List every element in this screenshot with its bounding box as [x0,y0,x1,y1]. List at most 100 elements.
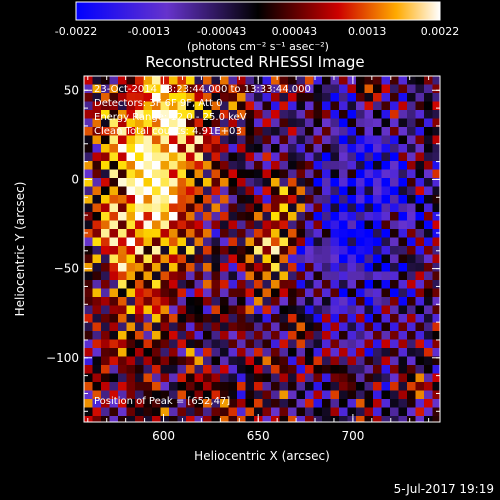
heatmap-cell [186,348,195,357]
heatmap-cell [364,203,374,213]
plot-frame [83,75,441,423]
heatmap-cell [398,365,408,374]
heatmap-cell [288,212,297,221]
heatmap-cell [194,84,204,94]
heatmap-cell [126,186,136,196]
heatmap-cell [118,93,127,102]
heatmap-cell [288,365,297,374]
heatmap-cell [271,195,280,204]
heatmap-cell [322,152,331,162]
heatmap-cell [143,246,153,255]
heatmap-cell [109,118,119,128]
heatmap-cell [135,339,144,349]
heatmap-cell [322,271,331,281]
heatmap-cell [228,373,238,383]
heatmap-cell [118,118,127,128]
heatmap-cell [432,110,440,119]
heatmap-cell [169,195,178,204]
heatmap-cell [84,152,93,162]
heatmap-cell [390,297,399,306]
heatmap-cell [373,322,382,332]
heatmap-cell [245,212,255,221]
heatmap-cell [245,322,255,332]
heatmap-cell [279,229,289,238]
heatmap-cell [109,93,119,102]
colorbar [75,1,441,21]
heatmap-cell [313,280,323,289]
heatmap-cell [118,382,127,391]
heatmap-cell [339,84,348,94]
heatmap-cell [373,365,382,374]
heatmap-cell [279,93,289,102]
heatmap-cell [118,144,127,153]
heatmap-cell [245,127,255,136]
heatmap-cell [135,195,144,204]
heatmap-cell [220,399,229,408]
heatmap-cell [415,339,425,349]
heatmap-cell [398,101,408,111]
heatmap-cell [92,212,102,221]
heatmap-cell [160,186,170,196]
heatmap-cell [339,135,348,145]
heatmap-cell [381,390,391,400]
heatmap-cell [339,305,348,315]
heatmap-cell [211,212,221,221]
heatmap-cell [118,390,127,400]
heatmap-cell [356,365,365,374]
heatmap-cell [279,365,289,374]
heatmap-cell [390,407,399,417]
heatmap-cell [356,271,365,281]
heatmap-cell [194,390,204,400]
heatmap-cell [407,373,416,383]
heatmap-cell [101,246,110,255]
heatmap-cell [254,331,263,340]
heatmap-cell [135,152,144,162]
heatmap-cell [109,348,119,357]
heatmap-cell [109,169,119,179]
heatmap-cell [373,186,382,196]
heatmap-cell [126,390,136,400]
heatmap-cell [84,365,93,374]
heatmap-cell [305,288,314,298]
heatmap-cell [390,84,399,94]
heatmap-cell [194,365,204,374]
heatmap-cell [364,220,374,230]
heatmap-cell [407,152,416,162]
heatmap-cell [160,297,170,306]
heatmap-cell [339,254,348,264]
heatmap-cell [169,118,178,128]
heatmap-cell [296,135,306,145]
heatmap-cell [186,118,195,128]
heatmap-cell [245,356,255,366]
heatmap-cell [398,93,408,102]
heatmap-cell [228,169,238,179]
heatmap-cell [390,127,399,136]
heatmap-cell [211,169,221,179]
heatmap-cell [254,135,263,145]
heatmap-cell [305,127,314,136]
heatmap-cell [245,178,255,187]
heatmap-cell [228,407,238,417]
heatmap-cell [92,93,102,102]
heatmap-cell [143,339,153,349]
heatmap-cell [152,152,161,162]
heatmap-cell [160,314,170,323]
heatmap-cell [237,348,246,357]
heatmap-cell [305,348,314,357]
heatmap-cell [126,314,136,323]
heatmap-cell [279,76,289,85]
heatmap-cell [194,135,204,145]
heatmap-cell [126,110,136,119]
heatmap-cell [126,84,136,94]
heatmap-cell [143,416,153,422]
heatmap-cell [220,305,229,315]
heatmap-cell [203,178,212,187]
heatmap-cell [160,288,170,298]
heatmap-cell [432,84,440,94]
heatmap-cell [92,237,102,247]
heatmap-cell [390,373,399,383]
heatmap-cell [177,271,187,281]
heatmap-cell [322,101,331,111]
heatmap-cell [92,229,102,238]
heatmap-cell [364,127,374,136]
